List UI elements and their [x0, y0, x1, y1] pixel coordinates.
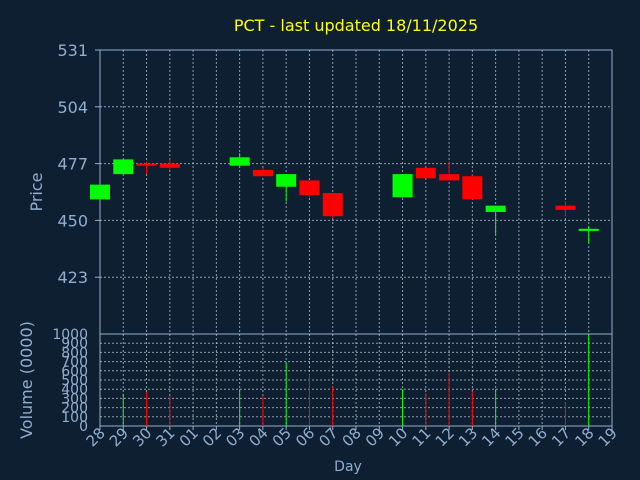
volume-tick-label: 800 [61, 345, 88, 361]
candle-body-28 [90, 184, 110, 200]
volume-tick-label: 900 [61, 336, 88, 352]
volume-tick-label: 400 [61, 382, 88, 398]
price-axis: 423 450 477 504 531 [57, 41, 100, 287]
price-axis-label: Price [27, 172, 46, 211]
grid-lines [100, 50, 612, 426]
price-tick-label: 531 [57, 41, 88, 60]
volume-tick-label: 500 [61, 373, 88, 389]
candle-body-14 [485, 205, 506, 212]
volume-axis-label: Volume (0000) [17, 321, 36, 439]
price-tick-label: 504 [57, 98, 88, 117]
candle-body-11 [415, 167, 436, 179]
candle-body-05 [276, 174, 297, 187]
candle-body-03 [229, 157, 250, 166]
candle-body-04 [252, 169, 273, 177]
day-axis: 2829303101020304050607080910111213141516… [83, 424, 621, 450]
volume-tick-label: 1000 [52, 327, 88, 343]
price-tick-label: 450 [57, 211, 88, 230]
candle-body-18 [578, 228, 599, 231]
day-axis-label: Day [334, 459, 362, 475]
candle-body-13 [462, 176, 483, 200]
volume-tick-label: 200 [61, 401, 88, 417]
candle-body-17 [555, 205, 576, 210]
candle-body-30 [136, 163, 157, 166]
candle-body-10 [392, 174, 413, 198]
volume-tick-label: 600 [61, 364, 88, 380]
volume-tick-label: 300 [61, 391, 88, 407]
candle-body-29 [113, 159, 134, 175]
volume-tick-label: 700 [61, 355, 88, 371]
volume-tick-label: 100 [61, 410, 88, 426]
chart-title: PCT - last updated 18/11/2025 [234, 16, 478, 35]
price-tick-label: 423 [57, 268, 88, 287]
day-tick-label: 19 [595, 424, 621, 450]
candle-body-31 [159, 163, 180, 168]
volume-bars [122, 334, 590, 426]
candle-body-06 [299, 180, 320, 196]
volume-tick-label: 0 [79, 419, 88, 435]
candlesticks [90, 153, 599, 244]
price-tick-label: 477 [57, 155, 88, 174]
candle-body-07 [322, 193, 343, 217]
candle-body-12 [439, 174, 460, 181]
